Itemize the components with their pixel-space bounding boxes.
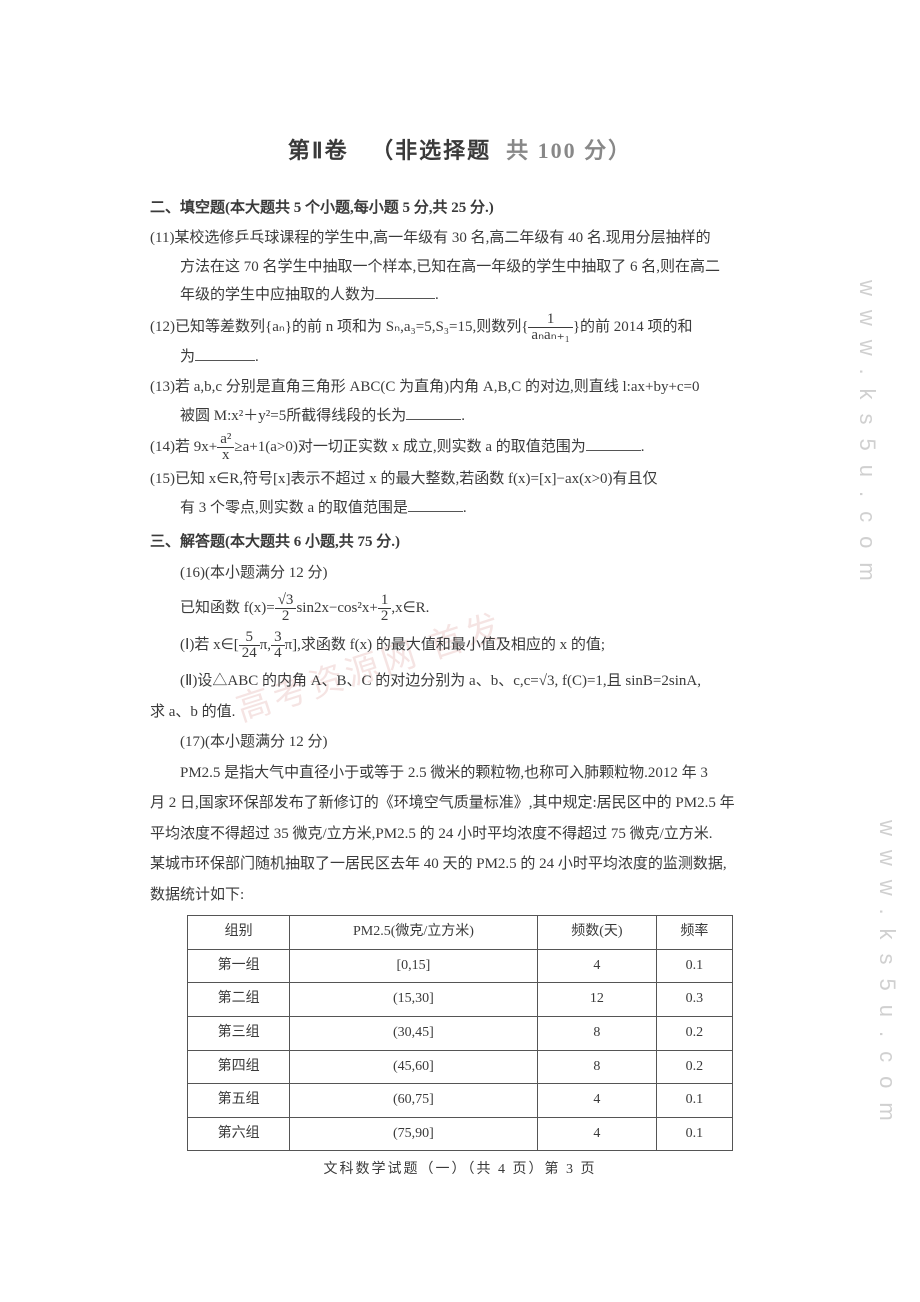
q14-fraction: a²x <box>217 432 234 463</box>
th-freq: 频率 <box>656 916 732 950</box>
page-footer: 文科数学试题（一）（共 4 页）第 3 页 <box>150 1157 770 1184</box>
q14-blank <box>586 436 641 451</box>
th-days: 频数(天) <box>537 916 656 950</box>
q12-line2: 为. <box>150 343 770 372</box>
table-row: 第六组(75,90]40.1 <box>188 1117 733 1151</box>
q15-line2: 有 3 个零点,则实数 a 的取值范围是. <box>150 494 770 523</box>
question-17-l5: 数据统计如下: <box>150 881 770 910</box>
q11-line2: 方法在这 70 名学生中抽取一个样本,已知在高一年级的学生中抽取了 6 名,则在… <box>150 253 770 282</box>
question-13: (13)若 a,b,c 分别是直角三角形 ABC(C 为直角)内角 A,B,C … <box>150 373 770 430</box>
question-16-part1: (Ⅰ)若 x∈[524π,34π],求函数 f(x) 的最大值和最小值及相应的 … <box>150 630 770 661</box>
q16-p1-frac-b: 34 <box>271 630 285 661</box>
question-17-l2: 月 2 日,国家环保部发布了新修订的《环境空气质量标准》,其中规定:居民区中的 … <box>150 789 770 818</box>
question-16-part2: (Ⅱ)设△ABC 的内角 A、B、C 的对边分别为 a、b、c,c=√3, f(… <box>150 667 770 696</box>
q16-frac-b: 12 <box>378 593 392 624</box>
table-row: 第二组(15,30]120.3 <box>188 983 733 1017</box>
q13-line1: (13)若 a,b,c 分别是直角三角形 ABC(C 为直角)内角 A,B,C … <box>150 373 770 402</box>
q12-fraction: 1aₙaₙ₊₁ <box>528 312 572 343</box>
watermark-side-1: www.ks5u.com <box>854 280 880 595</box>
th-group: 组别 <box>188 916 290 950</box>
q15-blank <box>408 497 463 512</box>
question-17-l3: 平均浓度不得超过 35 微克/立方米,PM2.5 的 24 小时平均浓度不得超过… <box>150 820 770 849</box>
section-2-heading: 二、填空题(本大题共 5 个小题,每小题 5 分,共 25 分.) <box>150 194 770 223</box>
q13-line2: 被圆 M:x²＋y²=5所截得线段的长为. <box>150 402 770 431</box>
title-part2: （非选择题 <box>371 138 491 163</box>
title-part3: 共 100 分） <box>506 138 632 163</box>
q11-line1: (11)某校选修乒乓球课程的学生中,高一年级有 30 名,高二年级有 40 名.… <box>150 224 770 253</box>
question-17-head: (17)(本小题满分 12 分) <box>150 728 770 757</box>
question-16-function: 已知函数 f(x)=√32sin2x−cos²x+12,x∈R. <box>150 593 770 624</box>
section-3-heading: 三、解答题(本大题共 6 小题,共 75 分.) <box>150 528 770 557</box>
table-row: 第一组[0,15]40.1 <box>188 949 733 983</box>
table-row: 第五组(60,75]40.1 <box>188 1084 733 1118</box>
q13-blank <box>406 405 461 420</box>
table-row: 第四组(45,60]80.2 <box>188 1050 733 1084</box>
question-14: (14)若 9x+a²x≥a+1(a>0)对一切正实数 x 成立,则实数 a 的… <box>150 432 770 463</box>
pm25-table: 组别 PM2.5(微克/立方米) 频数(天) 频率 第一组[0,15]40.1 … <box>187 915 733 1151</box>
q11-blank <box>375 284 435 299</box>
q15-line1: (15)已知 x∈R,符号[x]表示不超过 x 的最大整数,若函数 f(x)=[… <box>150 465 770 494</box>
q12-blank <box>195 346 255 361</box>
question-11: (11)某校选修乒乓球课程的学生中,高一年级有 30 名,高二年级有 40 名.… <box>150 224 770 310</box>
title-part1: 第Ⅱ卷 <box>288 138 349 163</box>
question-16-part2b: 求 a、b 的值. <box>150 698 770 727</box>
q16-p1-frac-a: 524 <box>239 630 260 661</box>
th-pm25: PM2.5(微克/立方米) <box>289 916 537 950</box>
table-header-row: 组别 PM2.5(微克/立方米) 频数(天) 频率 <box>188 916 733 950</box>
table-row: 第三组(30,45]80.2 <box>188 1017 733 1051</box>
question-12: (12)已知等差数列{aₙ}的前 n 项和为 Sₙ,a₃=5,S₃=15,则数列… <box>150 312 770 372</box>
question-16-head: (16)(本小题满分 12 分) <box>150 559 770 588</box>
page-title: 第Ⅱ卷 （非选择题 共 100 分） <box>150 130 770 172</box>
q12-line1: (12)已知等差数列{aₙ}的前 n 项和为 Sₙ,a₃=5,S₃=15,则数列… <box>150 312 770 343</box>
question-17-l1: PM2.5 是指大气中直径小于或等于 2.5 微米的颗粒物,也称可入肺颗粒物.2… <box>150 759 770 788</box>
q11-line3: 年级的学生中应抽取的人数为. <box>150 281 770 310</box>
q16-frac-a: √32 <box>275 593 297 624</box>
watermark-side-2: www.ks5u.com <box>874 820 900 1135</box>
question-15: (15)已知 x∈R,符号[x]表示不超过 x 的最大整数,若函数 f(x)=[… <box>150 465 770 522</box>
page-container: 第Ⅱ卷 （非选择题 共 100 分） 二、填空题(本大题共 5 个小题,每小题 … <box>150 130 770 1184</box>
question-17-l4: 某城市环保部门随机抽取了一居民区去年 40 天的 PM2.5 的 24 小时平均… <box>150 850 770 879</box>
